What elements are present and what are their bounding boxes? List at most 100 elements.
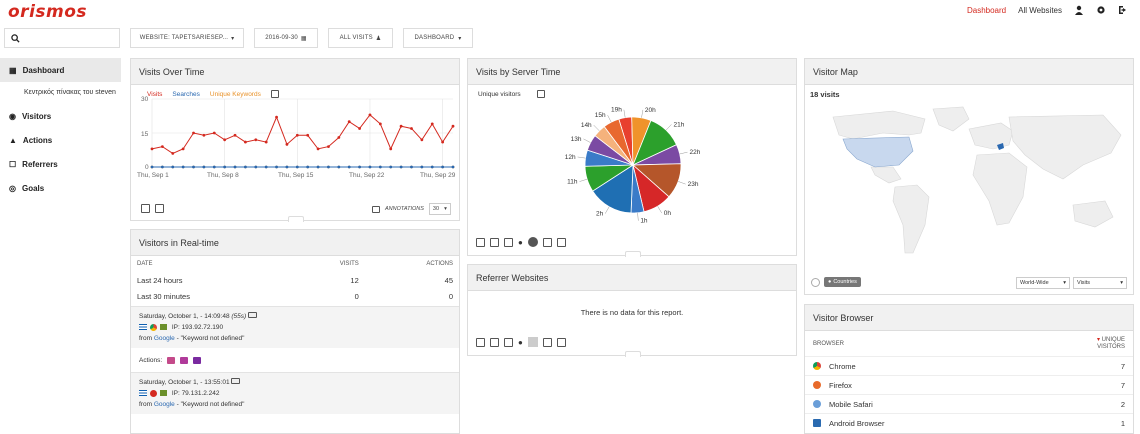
data-point	[368, 113, 372, 117]
zoom-out-icon[interactable]	[811, 277, 820, 287]
metrics-picker-icon[interactable]	[270, 90, 279, 98]
dashboard-selector[interactable]: DASHBOARD ▾	[403, 28, 473, 48]
x-tick-label: Thu, Sep 29	[420, 172, 456, 179]
pie-label: 15h	[595, 112, 606, 119]
widget-title[interactable]: Visitors in Real-time	[131, 230, 459, 256]
table-row[interactable]: Firefox 7	[805, 375, 1133, 394]
nav-all-websites-link[interactable]: All Websites	[1018, 5, 1062, 15]
sidebar-item-label: Visitors	[21, 111, 52, 121]
map-region-asia	[1008, 114, 1122, 180]
realtime-visit-item[interactable]: Saturday, October 1, - 13:55:01 IP: 79.1…	[131, 372, 459, 414]
folder-icon[interactable]	[180, 356, 189, 364]
sidebar-item-goals[interactable]: ◎ Goals	[0, 176, 121, 200]
realtime-visit-item[interactable]: Saturday, October 1, - 14:09:48 (55s) IP…	[131, 306, 459, 348]
data-point	[275, 115, 278, 119]
annotations-icon[interactable]	[372, 205, 380, 213]
sidebar-item-actions[interactable]: ▲ Actions	[0, 128, 121, 152]
image-icon[interactable]	[556, 237, 566, 247]
flag-icon[interactable]	[504, 337, 513, 347]
nav-dashboard-link[interactable]: Dashboard	[966, 5, 1007, 15]
period-select[interactable]: 30 ▾	[428, 203, 451, 215]
browser-rows: Chrome 7 Firefox 7 Mobile Safari 2 Android …	[805, 356, 1133, 432]
segment-selector[interactable]: ALL VISITS ♟	[328, 28, 393, 48]
flag-icon[interactable]	[504, 237, 513, 247]
sidebar-item-dashboard[interactable]: ▦ Dashboard	[0, 58, 121, 82]
bar-chart-icon[interactable]	[527, 337, 538, 347]
referrer-link[interactable]: Google	[153, 335, 175, 342]
widget-title[interactable]: Visits by Server Time	[468, 59, 796, 85]
date-selector[interactable]: 2016-09-30 ▦	[254, 28, 318, 48]
widget-title[interactable]: Visits Over Time	[131, 59, 459, 85]
data-point	[264, 140, 268, 144]
table-view-icon[interactable]	[476, 337, 485, 347]
folder-icon[interactable]	[167, 356, 176, 364]
data-point	[451, 165, 455, 169]
table-view-icon[interactable]	[476, 237, 485, 247]
app-logo[interactable]: orismos	[8, 2, 88, 22]
region-select[interactable]: World-Wide ▾	[1016, 277, 1070, 289]
browser-value: 7	[1120, 361, 1125, 371]
legend-searches[interactable]: Searches	[172, 90, 200, 98]
export-icon[interactable]	[542, 337, 552, 347]
pie-label: 21h	[674, 121, 685, 128]
referrer-link[interactable]: Google	[153, 401, 175, 408]
actions-label: Actions:	[139, 356, 163, 364]
target-icon: ◎	[9, 183, 16, 193]
metric-select[interactable]: Visits ▾	[1073, 277, 1127, 289]
table-row[interactable]: Mobile Safari 2	[805, 394, 1133, 413]
realtime-widget: Visitors in Real-time DATE VISITS ACTION…	[130, 229, 460, 434]
widget-expand-tab[interactable]	[288, 216, 304, 222]
sidebar-subitem-custom-dashboard[interactable]: Κεντρικός πίνακας του steven	[24, 89, 116, 96]
metrics-picker-icon[interactable]	[536, 90, 545, 98]
column-header: VISITS	[339, 261, 359, 267]
table-more-icon[interactable]	[490, 237, 499, 247]
column-header-unique-visitors[interactable]: ▾ UNIQUE VISITORS	[1089, 337, 1125, 351]
data-point	[223, 138, 227, 142]
data-point	[410, 127, 413, 130]
widget-expand-tab[interactable]	[625, 251, 641, 257]
export-icon[interactable]	[542, 237, 552, 247]
sidebar-item-referrers[interactable]: ☐ Referrers	[0, 152, 121, 176]
dashboard-icon: ▦	[9, 65, 17, 75]
world-map[interactable]	[813, 105, 1127, 265]
legend-unique-keywords[interactable]: Unique Keywords	[209, 90, 261, 98]
image-icon[interactable]	[556, 337, 566, 347]
visit-time: Saturday, October 1, - 14:09:48	[139, 313, 230, 320]
widget-title[interactable]: Visitor Map	[805, 59, 1133, 85]
widget-expand-tab[interactable]	[625, 351, 641, 357]
table-row[interactable]: Chrome 7	[805, 356, 1133, 375]
keyword-text: - "Keyword not defined"	[176, 335, 245, 342]
legend-unique-visitors[interactable]: Unique visitors	[478, 90, 521, 98]
eye-icon: ◉	[9, 111, 16, 121]
y-tick-label: 0	[145, 164, 149, 171]
data-point	[430, 165, 434, 169]
pie-view-icon[interactable]	[527, 237, 538, 247]
visits-value: 0	[354, 291, 359, 301]
visitor-profile-icon[interactable]	[248, 312, 258, 318]
folder-icon[interactable]	[193, 356, 202, 364]
export-icon[interactable]	[141, 204, 150, 213]
table-header-row: DATE VISITS ACTIONS	[131, 256, 459, 272]
image-icon[interactable]	[155, 204, 164, 213]
visitor-profile-icon[interactable]	[231, 378, 241, 384]
table-row[interactable]: Android Browser 1	[805, 413, 1133, 432]
caret-down-icon: ▾	[231, 35, 235, 42]
data-point	[275, 165, 278, 169]
pin-icon[interactable]: ●	[518, 237, 523, 247]
countries-label: Countries	[833, 279, 857, 285]
column-header-browser[interactable]: BROWSER	[813, 340, 845, 347]
website-selector[interactable]: WEBSITE: TAPETSARIESEP... ▾	[130, 28, 244, 48]
map-region-greece	[997, 143, 1004, 150]
widget-title[interactable]: Visitor Browser	[805, 305, 1133, 331]
sidebar-item-visitors[interactable]: ◉ Visitors	[0, 104, 121, 128]
annotations-label[interactable]: ANNOTATIONS	[385, 206, 424, 212]
widget-title[interactable]: Referrer Websites	[468, 265, 796, 291]
gear-icon[interactable]	[1096, 5, 1106, 15]
logout-icon[interactable]	[1118, 5, 1128, 15]
legend-visits[interactable]: Visits	[147, 90, 163, 98]
table-more-icon[interactable]	[490, 337, 499, 347]
user-icon[interactable]	[1074, 5, 1084, 15]
countries-button[interactable]: ● Countries	[824, 277, 861, 287]
pin-icon[interactable]: ●	[518, 337, 523, 347]
search-box[interactable]	[4, 28, 120, 48]
